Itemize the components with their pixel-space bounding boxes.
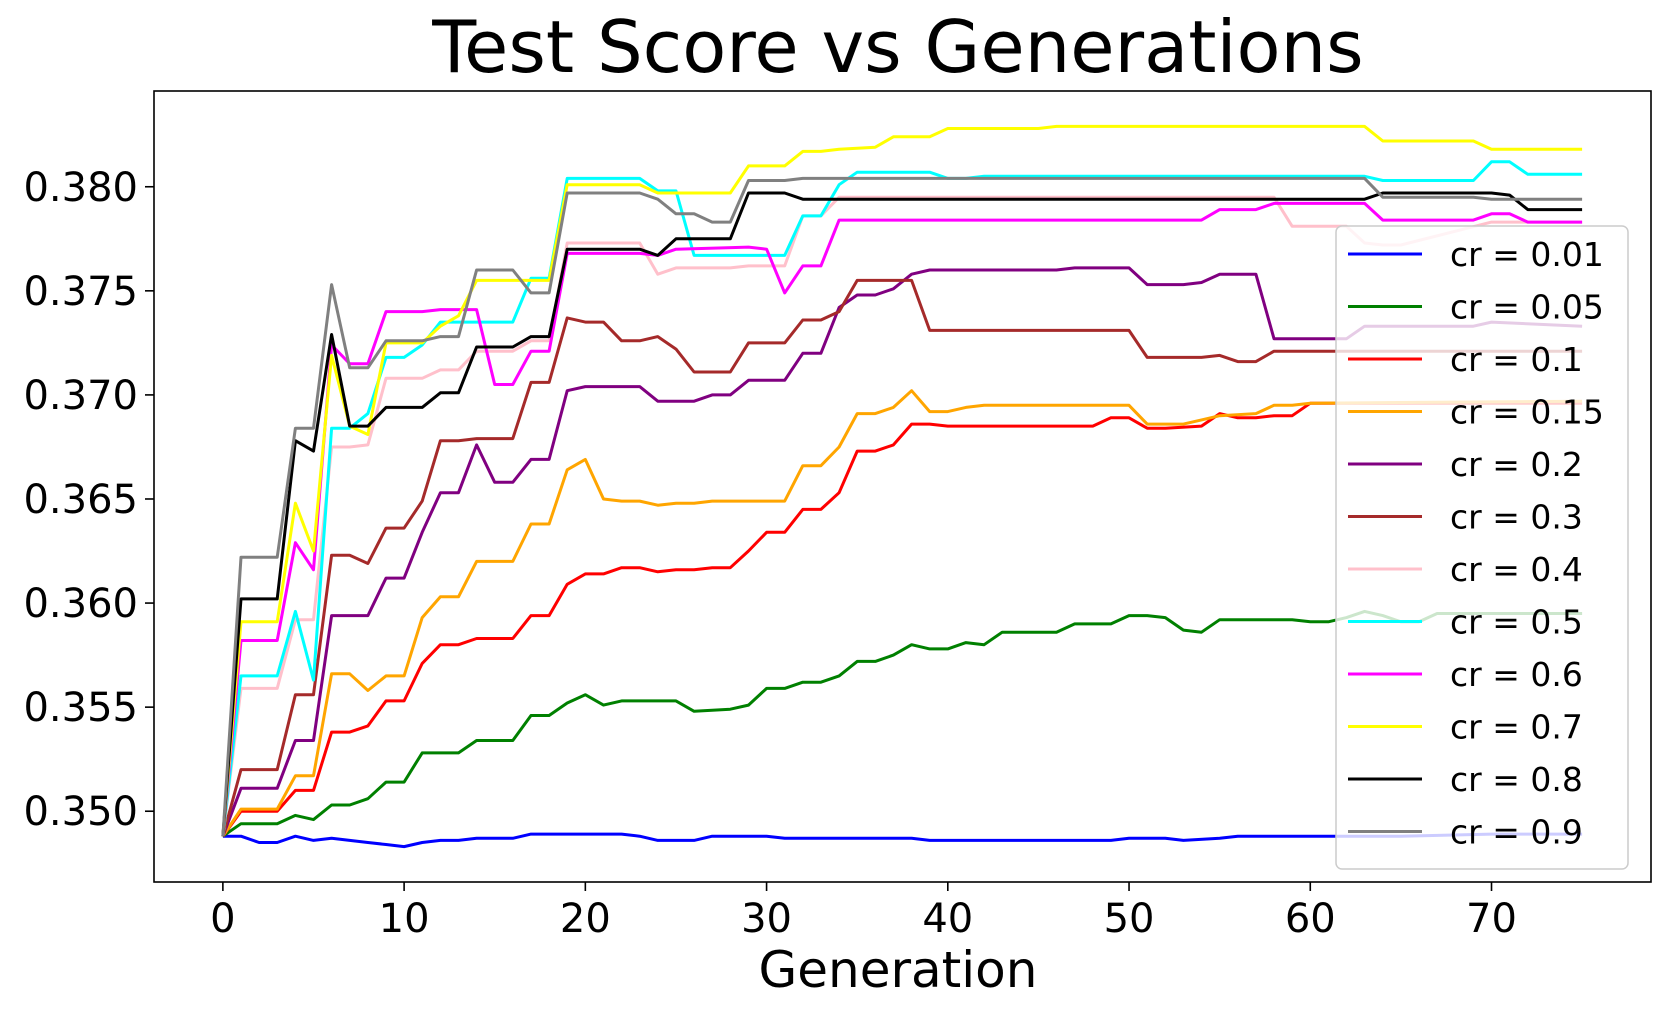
y-tick-label: 0.350 (23, 789, 138, 835)
x-axis: 0 10 20 30 40 50 60 70 (210, 882, 1517, 942)
legend-label: cr = 0.5 (1450, 603, 1583, 642)
legend-label: cr = 0.05 (1450, 288, 1604, 327)
legend-label: cr = 0.3 (1450, 498, 1583, 537)
plot-area-frame (153, 90, 1652, 883)
legend-box (1335, 225, 1629, 870)
y-axis: 0.350 0.355 0.360 0.365 0.370 0.375 0.380 (23, 165, 154, 835)
x-tick-label: 20 (560, 896, 611, 942)
legend-label: cr = 0.1 (1450, 340, 1583, 379)
x-axis-label: Generation (759, 941, 1038, 999)
series-line-3 (221, 389, 1583, 838)
series-line-0 (222, 832, 1583, 849)
x-tick-label: 10 (379, 896, 430, 942)
series-line-8 (221, 201, 1583, 837)
legend-label: cr = 0.01 (1450, 235, 1604, 274)
y-tick-label: 0.365 (23, 477, 138, 523)
legend-label: cr = 0.4 (1450, 550, 1583, 589)
series-line-7 (221, 160, 1583, 837)
y-tick-label: 0.360 (23, 581, 138, 627)
series-layer (221, 124, 1583, 849)
y-tick-label: 0.375 (23, 269, 138, 315)
x-tick-label: 70 (1466, 896, 1517, 942)
legend-label: cr = 0.15 (1450, 393, 1604, 432)
series-line-2 (221, 401, 1583, 838)
y-tick-label: 0.380 (23, 165, 138, 211)
legend-label: cr = 0.2 (1450, 445, 1583, 484)
x-tick-label: 30 (741, 896, 792, 942)
y-tick-label: 0.370 (23, 373, 138, 419)
x-tick-label: 0 (210, 896, 235, 942)
x-tick-label: 60 (1285, 896, 1336, 942)
series-line-6 (221, 195, 1583, 837)
legend-label: cr = 0.9 (1450, 813, 1583, 852)
chart-title: Test Score vs Generations (431, 5, 1363, 89)
series-line-4 (221, 266, 1583, 837)
legend-label: cr = 0.8 (1450, 760, 1583, 799)
legend-label: cr = 0.7 (1450, 708, 1583, 747)
y-tick-label: 0.355 (23, 685, 138, 731)
series-line-11 (221, 176, 1583, 837)
x-tick-label: 50 (1104, 896, 1155, 942)
series-line-9 (221, 124, 1583, 837)
series-line-10 (221, 191, 1583, 837)
series-line-5 (221, 278, 1583, 837)
legend: cr = 0.01 cr = 0.05 cr = 0.1 cr = 0.15 cr = … (1335, 225, 1629, 870)
legend-label: cr = 0.6 (1450, 655, 1583, 694)
series-line-1 (222, 609, 1583, 838)
x-tick-label: 40 (922, 896, 973, 942)
